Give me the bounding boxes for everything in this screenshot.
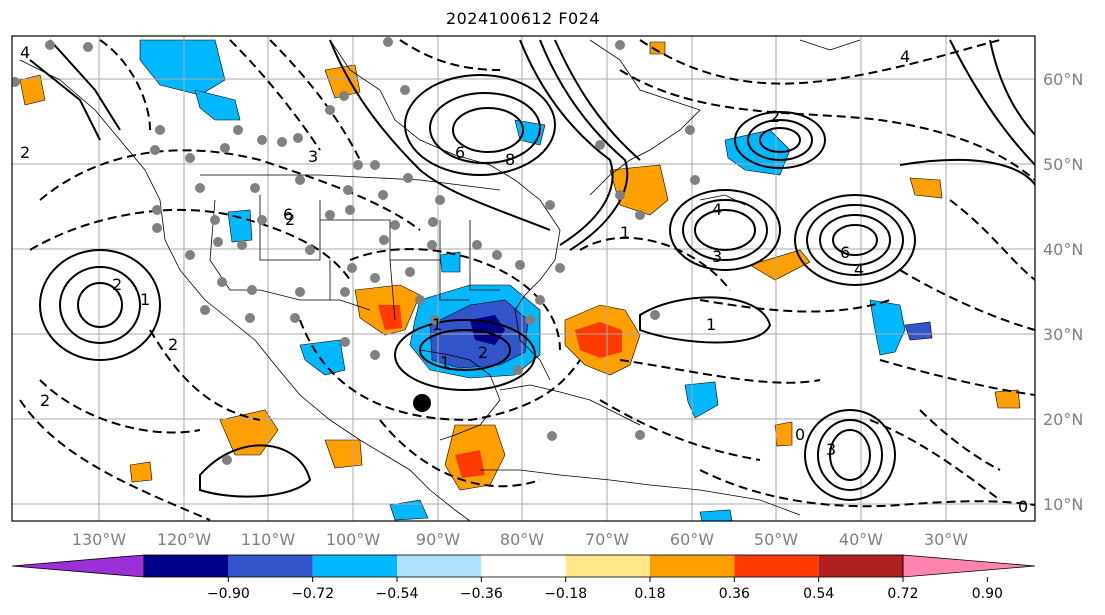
contour-label: 2 [40,391,50,410]
contour-label: 2 [20,143,30,162]
contour-label: 4 [900,47,910,66]
contour-label: 0 [1018,497,1028,516]
lat-label: 50°N [1043,155,1083,174]
colorbar-segment [312,555,397,577]
lon-label: 90°W [416,530,460,549]
contour-label: 4 [20,43,30,62]
colorbar-tick-label: 0.54 [803,586,834,602]
contour-label: 6 [283,205,293,224]
colorbar-segment [144,555,229,577]
lon-label: 30°W [924,530,968,549]
contour-label: 3 [308,147,318,166]
contour-label: 6 [840,243,850,262]
colorbar-outline [143,554,904,578]
colorbar-segment [228,555,313,577]
contour-label: 2 [168,335,178,354]
contour-label: 3 [712,247,722,266]
contour-label: 1 [140,290,150,309]
colorbar-segment [650,555,735,577]
contour-label: 0 [795,425,805,444]
colorbar-tick-label: 0.36 [719,586,750,602]
lat-label: 30°N [1043,325,1083,344]
lon-label: 40°W [839,530,883,549]
storm-center-marker [413,394,431,412]
colorbar-tick-label: 0.72 [887,586,918,602]
contour-label: 1 [432,315,442,334]
colorbar-extend-low [11,554,145,578]
contour-label: 2 [478,343,488,362]
colorbar-tick-label: 0.18 [634,586,665,602]
lat-label: 20°N [1043,410,1083,429]
lon-label: 120°W [157,530,212,549]
lon-label: 60°W [670,530,714,549]
lat-label: 60°N [1043,70,1083,89]
station-dots [12,37,700,465]
shaded-regions [19,39,1021,521]
contour-labels: 4 4 2 6 8 6 4 2 2 1 2 1 6 4 3 1 2 1 3 0 … [20,43,1028,516]
coastlines [19,39,861,521]
latitude-axis: 60°N 50°N 40°N 30°N 20°N 10°N [1043,70,1083,514]
colorbar: −0.90 −0.72 −0.54 −0.36 −0.18 0.18 0.36 0.54 0.7… [11,554,1036,602]
colorbar-segment [818,555,903,577]
lon-label: 100°W [326,530,381,549]
contour-label: 4 [854,260,864,279]
solid-contours [29,39,1035,501]
colorbar-tick-label: 0.90 [972,586,1003,602]
lon-label: 110°W [241,530,296,549]
lon-label: 70°W [585,530,629,549]
colorbar-tick-label: −0.72 [291,586,334,602]
map-title: 2024100612 F024 [445,9,601,28]
colorbar-segment [397,555,482,577]
longitude-axis: 130°W 120°W 110°W 100°W 90°W 80°W 70°W 6… [72,530,968,549]
contour-label: 2 [285,210,295,229]
lon-label: 80°W [500,530,544,549]
lat-lon-grid [12,36,1035,521]
colorbar-tick-label: −0.18 [544,586,587,602]
map-area [12,36,1035,521]
lon-label: 130°W [72,530,127,549]
colorbar-segment [734,555,819,577]
contour-label: 1 [706,315,716,334]
colorbar-extend-high [902,554,1036,578]
contour-label: 1 [440,353,450,372]
colorbar-tick-label: −0.90 [207,586,250,602]
contour-label: 1 [620,223,630,242]
lat-label: 40°N [1043,240,1083,259]
colorbar-segment [565,555,650,577]
contour-label: 2 [112,275,122,294]
lon-label: 50°W [754,530,798,549]
colorbar-tick-label: −0.54 [376,586,419,602]
contour-label: 8 [505,150,515,169]
contour-label: 4 [712,200,722,219]
colorbar-segment [481,555,566,577]
lat-label: 10°N [1043,495,1083,514]
map-border [11,35,1036,522]
colorbar-tick-label: −0.36 [460,586,503,602]
contour-label: 2 [770,107,780,126]
contour-label: 6 [455,143,465,162]
dashed-contours [19,39,1035,521]
contour-label: 3 [826,440,836,459]
